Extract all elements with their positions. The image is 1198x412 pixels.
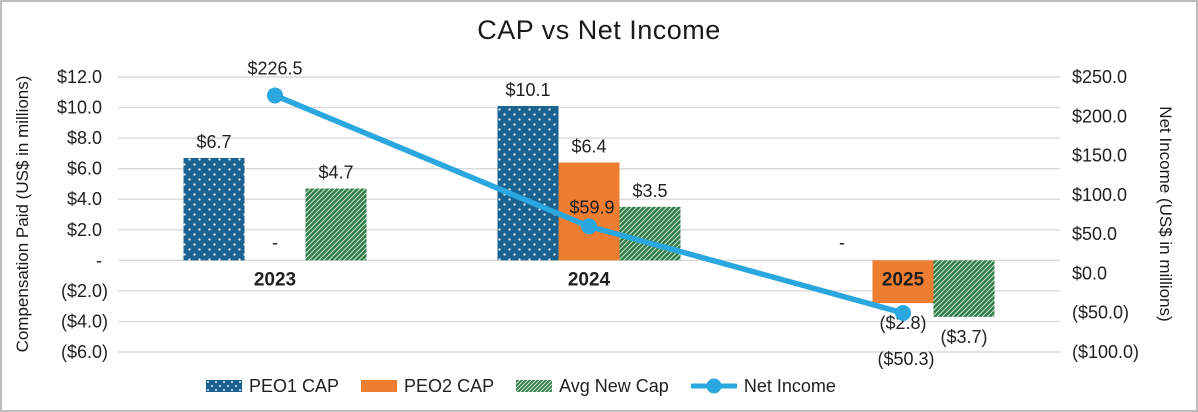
left-axis-tick: $8.0 bbox=[67, 128, 102, 148]
legend-swatch-dots-icon bbox=[206, 380, 242, 392]
legend-line-marker-icon bbox=[690, 378, 737, 394]
label-avg-new-cap-2025: ($3.7) bbox=[940, 327, 987, 347]
right-axis-tick: $50.0 bbox=[1072, 224, 1117, 244]
legend-item-net-income: Net Income bbox=[690, 375, 836, 397]
net-income-marker-2024 bbox=[581, 218, 597, 235]
x-label-2024: 2024 bbox=[568, 269, 611, 290]
bars bbox=[183, 106, 995, 317]
net-income-marker-2023 bbox=[267, 87, 283, 104]
legend-label: PEO2 CAP bbox=[404, 375, 495, 396]
left-axis-tick: ($6.0) bbox=[61, 342, 108, 362]
left-axis-tick: $6.0 bbox=[67, 159, 102, 179]
legend-swatch-hatch-icon bbox=[516, 380, 553, 392]
left-axis-tick: $10.0 bbox=[57, 98, 102, 118]
right-axis-tick: $200.0 bbox=[1072, 106, 1127, 126]
left-axis-tick: - bbox=[96, 250, 102, 270]
label-peo2-cap-2023: - bbox=[272, 232, 278, 252]
x-label-2023: 2023 bbox=[254, 269, 296, 290]
bar-avg-new-cap-2024 bbox=[619, 206, 681, 261]
left-axis-tick: $12.0 bbox=[57, 67, 102, 87]
label-peo1-cap-2023: $6.7 bbox=[196, 132, 231, 152]
x-axis-labels: 2023 2024 2025 bbox=[254, 269, 925, 290]
legend: PEO1 CAP PEO2 CAP Avg New Cap Net Income bbox=[206, 375, 836, 397]
legend-item-peo2-cap: PEO2 CAP bbox=[361, 376, 494, 397]
chart-title: CAP vs Net Income bbox=[477, 15, 721, 45]
label-peo2-cap-2024: $6.4 bbox=[571, 137, 606, 157]
label-net-income-2024: $59.9 bbox=[569, 197, 614, 217]
left-axis-tick: $2.0 bbox=[67, 220, 102, 240]
bar-peo2-cap-2025 bbox=[872, 260, 934, 304]
legend-item-peo1-cap: PEO1 CAP bbox=[206, 376, 339, 397]
label-peo1-cap-2024: $10.1 bbox=[505, 80, 550, 100]
bar-peo1-cap-2023 bbox=[183, 157, 245, 261]
bar-labels: $6.7 $10.1 - - $6.4 ($2.8) $4.7 $3.5 ($3.7) bbox=[196, 80, 987, 347]
left-axis-tick: ($2.0) bbox=[61, 281, 108, 301]
right-axis-ticks: $250.0 $200.0 $150.0 $100.0 $50.0 $0.0 ($50.0)… bbox=[1072, 67, 1139, 362]
bar-avg-new-cap-2025 bbox=[933, 260, 995, 317]
label-net-income-2023: $226.5 bbox=[247, 58, 302, 78]
legend-label: Net Income bbox=[743, 375, 836, 396]
legend-item-avg-new-cap: Avg New Cap bbox=[516, 376, 669, 397]
right-axis-tick: $0.0 bbox=[1072, 263, 1107, 283]
label-peo2-cap-2025: ($2.8) bbox=[879, 313, 926, 333]
right-axis-tick: ($100.0) bbox=[1072, 342, 1139, 362]
label-peo1-cap-2025: - bbox=[839, 232, 845, 252]
net-income-marker-2025 bbox=[895, 304, 911, 321]
x-label-2025: 2025 bbox=[882, 269, 925, 290]
bar-peo2-cap-2024 bbox=[558, 162, 620, 261]
legend-swatch-solid-icon bbox=[361, 380, 398, 392]
label-avg-new-cap-2024: $3.5 bbox=[632, 181, 667, 201]
legend-label: PEO1 CAP bbox=[249, 375, 340, 396]
right-axis-tick: $150.0 bbox=[1072, 146, 1127, 166]
left-axis-ticks: $12.0 $10.0 $8.0 $6.0 $4.0 $2.0 - ($2.0) ($4.0) (… bbox=[57, 67, 108, 362]
label-net-income-2025: ($50.3) bbox=[877, 349, 934, 369]
left-axis-tick: ($4.0) bbox=[61, 311, 108, 331]
left-axis-tick: $4.0 bbox=[67, 189, 102, 209]
right-axis-tick: $250.0 bbox=[1072, 67, 1127, 87]
bar-peo1-cap-2024 bbox=[497, 106, 559, 261]
right-axis-tick: ($50.0) bbox=[1072, 303, 1129, 323]
series-net-income: $226.5 $59.9 ($50.3) bbox=[247, 58, 934, 368]
legend-label: Avg New Cap bbox=[559, 375, 669, 396]
label-avg-new-cap-2023: $4.7 bbox=[318, 163, 353, 183]
bar-avg-new-cap-2023 bbox=[305, 188, 367, 261]
right-axis-tick: $100.0 bbox=[1072, 185, 1127, 205]
